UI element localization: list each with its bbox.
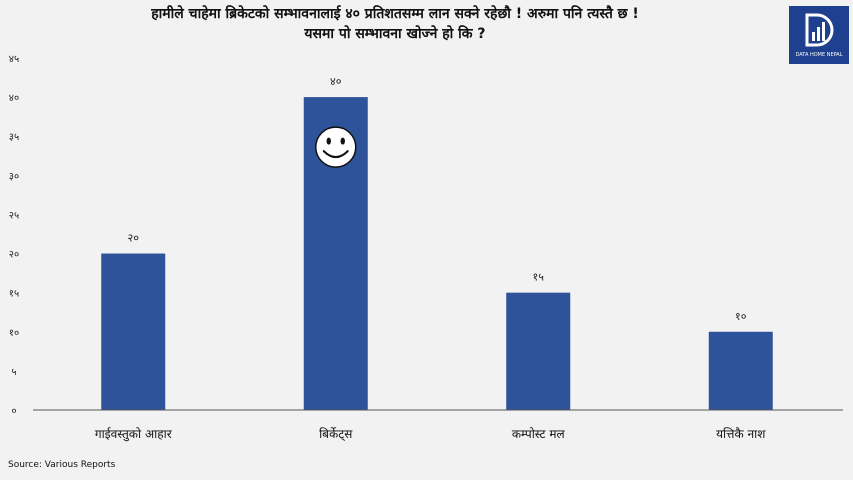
y-tick-label: ० bbox=[11, 406, 16, 417]
title-line-2: यसमा पो सम्भावना खोज्ने हो कि ? bbox=[304, 26, 486, 42]
bar bbox=[101, 253, 166, 410]
y-tick-label: ३० bbox=[9, 171, 19, 182]
x-category-label: गाईवस्तुको आहार bbox=[95, 427, 173, 442]
source-note: Source: Various Reports bbox=[8, 460, 116, 470]
logo-text: DATA HOME NEPAL bbox=[795, 52, 843, 58]
bar-data-label: १५ bbox=[533, 271, 545, 284]
y-tick-label: २० bbox=[9, 250, 19, 261]
chart-title: हामीले चाहेमा ब्रिकेटको सम्भावनालाई ४० प… bbox=[0, 4, 790, 44]
y-tick-label: ५ bbox=[11, 367, 16, 378]
bar bbox=[506, 292, 571, 410]
y-tick-label: १० bbox=[9, 328, 19, 339]
bar-data-label: १० bbox=[735, 310, 747, 323]
x-category-label: कम्पोस्ट मल bbox=[512, 427, 566, 441]
title-line-1: हामीले चाहेमा ब्रिकेटको सम्भावनालाई ४० प… bbox=[151, 6, 639, 22]
logo-mark-icon bbox=[805, 13, 834, 47]
smiley-face-icon bbox=[315, 126, 357, 168]
bar-data-label: ४० bbox=[330, 75, 342, 88]
y-axis: ० ५ १० १५ २० २५ ३० ३५ ४० ४५ bbox=[9, 54, 19, 417]
y-tick-label: १५ bbox=[9, 289, 19, 300]
x-axis-labels: गाईवस्तुको आहार बिर्केट्स कम्पोस्ट मल यत्ति… bbox=[95, 427, 766, 442]
y-tick-label: ४५ bbox=[9, 54, 19, 65]
x-category-label: यत्तिकै नाश bbox=[716, 427, 766, 441]
logo: DATA HOME NEPAL bbox=[789, 6, 849, 64]
y-tick-label: ३५ bbox=[9, 132, 19, 143]
bars: २० ४० १५ १० bbox=[101, 75, 773, 410]
y-tick-label: ४० bbox=[9, 93, 19, 104]
bar-data-label: २० bbox=[128, 232, 140, 245]
x-category-label: बिर्केट्स bbox=[319, 427, 353, 442]
y-tick-label: २५ bbox=[9, 210, 19, 221]
bar bbox=[708, 331, 773, 410]
